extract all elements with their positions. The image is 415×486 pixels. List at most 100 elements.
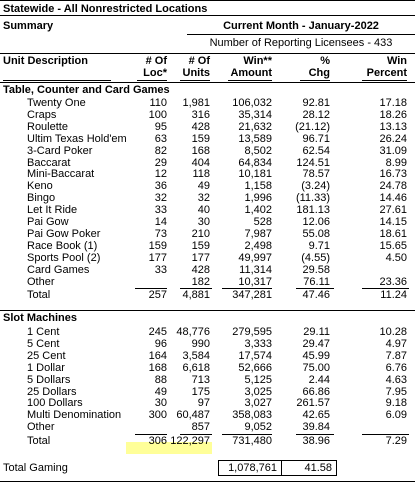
total-rule <box>296 434 334 436</box>
cell-chg: 12.06 <box>302 216 330 228</box>
cell-units: 316 <box>191 108 210 121</box>
cell-win: 64,834 <box>238 156 272 169</box>
cell-win: 3,025 <box>244 385 272 398</box>
total-row: Total 257 4,881 347,281 47.46 11.24 <box>0 289 415 301</box>
cell-units: 428 <box>191 120 210 133</box>
cell-chg: (21.12) <box>295 120 330 133</box>
cell-win: 17,574 <box>238 349 272 362</box>
cell-desc: 1 Dollar <box>27 361 65 374</box>
cell-loc: 168 <box>148 361 167 374</box>
divider <box>187 34 415 35</box>
total-rule <box>296 288 334 290</box>
cell-chg: 2.44 <box>308 373 330 386</box>
cell-loc: 73 <box>154 227 167 240</box>
table-row: 5 Cent 96 990 3,333 29.47 4.97 <box>0 338 415 350</box>
cell-chg: (4.55) <box>301 251 330 264</box>
summary-label: Summary <box>3 20 54 32</box>
total-rule <box>135 434 167 436</box>
col-header-units: # Of Units <box>183 55 211 79</box>
total-pct: 7.29 <box>385 435 407 448</box>
cell-win: 9,052 <box>244 421 272 434</box>
cell-loc: 177 <box>148 251 167 264</box>
cell-pct: 27.61 <box>379 204 407 217</box>
cell-desc: Other <box>27 421 55 434</box>
cell-units: 159 <box>191 239 210 252</box>
cell-chg: 62.54 <box>302 144 330 157</box>
table-row: Mini-Baccarat 12 118 10,181 78.57 16.73 <box>0 168 415 180</box>
col-header-description: Unit Description <box>3 55 88 67</box>
table-row: 25 Dollars 49 175 3,025 66.86 7.95 <box>0 386 415 398</box>
table-row: Card Games 33 428 11,314 29.58 <box>0 264 415 276</box>
cell-pct: 6.09 <box>385 409 407 422</box>
col-header-line: Loc* <box>143 67 167 79</box>
cell-units: 48,776 <box>176 326 210 338</box>
cell-chg: 55.08 <box>302 227 330 240</box>
cell-chg: 39.84 <box>302 421 330 434</box>
cell-loc: 12 <box>154 168 167 181</box>
table-row: 100 Dollars 30 97 3,027 261.57 9.18 <box>0 397 415 409</box>
cell-desc: 25 Dollars <box>27 385 77 398</box>
cell-desc: Mini-Baccarat <box>27 168 95 181</box>
cell-desc: Pai Gow <box>27 216 69 228</box>
cell-units: 32 <box>197 192 210 205</box>
cell-win: 3,333 <box>244 337 272 350</box>
col-header-line: Win** <box>243 55 272 67</box>
col-header-line: Amount <box>230 67 272 79</box>
col-header-line: # Of <box>188 55 210 67</box>
cell-pct: 31.09 <box>379 144 407 157</box>
cell-pct: 7.87 <box>385 349 407 362</box>
cell-loc: 30 <box>154 397 167 410</box>
cell-loc: 36 <box>154 180 167 193</box>
cell-chg: 45.99 <box>302 349 330 362</box>
total-loc: 257 <box>148 289 167 302</box>
total-rule <box>222 434 272 436</box>
total-gaming-win: 1,078,761 <box>218 460 282 476</box>
table-row: 3-Card Poker 82 168 8,502 62.54 31.09 <box>0 145 415 157</box>
cell-desc: 25 Cent <box>27 349 66 362</box>
col-header-line: % <box>320 55 330 67</box>
table-row: Twenty One 110 1,981 106,032 92.81 17.18 <box>0 97 415 109</box>
cell-pct: 18.26 <box>379 108 407 121</box>
cell-desc: Sports Pool (2) <box>27 251 101 264</box>
cell-units: 857 <box>191 421 210 434</box>
cell-loc: 33 <box>154 263 167 276</box>
cell-win: 21,632 <box>238 120 272 133</box>
cell-pct: 9.18 <box>385 397 407 410</box>
cell-desc: 1 Cent <box>27 326 60 338</box>
header-underline <box>3 80 111 81</box>
table-row: Bingo 32 32 1,996 (11.33) 14.46 <box>0 192 415 204</box>
col-header-win-amount: Win** Amount <box>230 55 272 79</box>
cell-chg: 29.11 <box>303 326 330 338</box>
cell-win: 10,181 <box>238 168 272 181</box>
cell-units: 175 <box>191 385 210 398</box>
table-row: 25 Cent 164 3,584 17,574 45.99 7.87 <box>0 350 415 362</box>
total-units: 122,297 <box>170 435 210 448</box>
total-desc: Total <box>27 435 51 448</box>
cell-win: 1,402 <box>244 204 272 217</box>
cell-chg: 29.47 <box>302 337 330 350</box>
col-header-win-percent: Win Percent <box>367 55 407 79</box>
cell-units: 177 <box>191 251 210 264</box>
cell-chg: 42.65 <box>302 409 330 422</box>
cell-loc: 32 <box>154 192 167 205</box>
cell-units: 210 <box>191 227 210 240</box>
period-title: Current Month - January-2022 <box>223 20 379 32</box>
table-row: Pai Gow 14 30 528 12.06 14.15 <box>0 216 415 228</box>
cell-desc: Race Book (1) <box>27 239 98 252</box>
table-row: Other 857 9,052 39.84 <box>0 421 415 433</box>
cell-win: 106,032 <box>232 97 272 109</box>
cell-pct: 7.95 <box>385 385 407 398</box>
cell-units: 60,487 <box>176 409 210 422</box>
section-title-table-games: Table, Counter and Card Games <box>3 84 170 96</box>
cell-loc: 95 <box>154 120 167 133</box>
cell-desc: Twenty One <box>27 97 86 109</box>
header-underline <box>300 80 330 81</box>
cell-pct: 24.78 <box>379 180 407 193</box>
total-rule <box>180 434 212 436</box>
cell-chg: 76.11 <box>303 275 330 288</box>
cell-units: 168 <box>191 144 210 157</box>
col-header-pct-change: % Chg <box>309 55 330 79</box>
cell-chg: (3.24) <box>301 180 330 193</box>
table-row: Keno 36 49 1,158 (3.24) 24.78 <box>0 180 415 192</box>
total-rule <box>180 288 212 290</box>
